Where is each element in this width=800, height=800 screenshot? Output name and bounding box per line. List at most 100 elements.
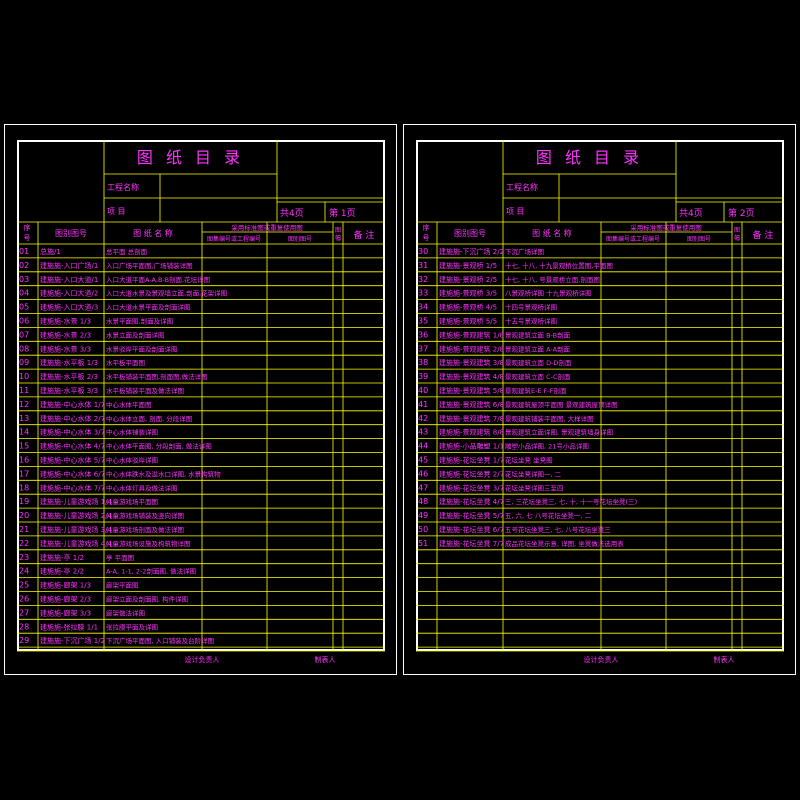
row-drawing-no: 建施施-儿童游戏场 2/4 [40,511,113,520]
row-drawing-no: 建施施-中心水体 3/7 [40,428,105,437]
row-drawing-no: 建施施-下沉广场 2/2 [439,247,504,256]
row-drawing-no: 建施施-中心水体 4/7 [40,442,105,451]
page-number: 第 1页 [329,207,356,219]
row-drawing-name: 下沉广场平面图, 入口铺装及台阶详图 [106,636,214,645]
page-number: 第 2页 [728,207,755,219]
row-drawing-name: 五号花坛坐凳三, 七, 八号花坛坐凳三 [505,525,611,534]
row-drawing-no: 建施施-儿童游戏场 1/4 [40,497,113,506]
row-drawing-name: 中心水体跌水及溢水口详图, 水景构筑物 [106,469,221,478]
row-seq: 39 [418,372,428,381]
right-sheet-frame [416,140,784,651]
row-seq: 36 [418,330,428,339]
row-seq: 33 [418,289,428,298]
row-drawing-no: 建施施-花坛坐凳 5/7 [439,511,504,520]
header-standard-group: 采用标准图或重复使用图 [231,223,303,232]
footer-designer: 设计负责人 [185,655,220,664]
row-drawing-name: 十四号景观桥详图 [505,303,557,312]
header-standard-group: 采用标准图或重复使用图 [630,223,702,232]
item-label: 项 目 [107,207,126,216]
row-drawing-no: 建施施-张拉膜 1/1 [40,622,98,631]
row-drawing-name: 雕塑小品详图, 21号小品详图 [505,442,589,451]
row-drawing-name: 入口大道平面A-A,B-B剖面,花坛详图 [106,275,210,284]
row-drawing-no: 建施施-花坛坐凳 3/7 [439,483,504,492]
row-drawing-name: 水景立面及剖面详图 [106,330,165,339]
row-drawing-no: 建施施-花坛坐凳 1/7 [439,456,504,465]
row-drawing-name: 儿童游戏场平面图 [106,497,158,506]
row-drawing-name: 水平板铺装平面及做法详图 [106,386,184,395]
row-drawing-name: 景观建筑立面 B-B剖面 [505,330,571,339]
row-drawing-name: 景观建筑屋顶平面图 景观建筑屋顶详图 [505,400,618,409]
row-drawing-no: 建施施-小品雕塑 1/1 [439,442,504,451]
header-std-no: 图别图号 [687,235,711,243]
header-std-name: 图集编号或工程编号 [207,235,261,243]
row-drawing-name: 儿童游戏场铺装及竖向详图 [106,511,184,520]
row-drawing-name: 廊架立面及剖面图, 构件详图 [106,595,188,604]
project-name-label: 工程名称 [506,182,538,192]
row-seq: 46 [418,469,428,478]
row-drawing-name: 儿童游戏场设施及构筑物详图 [106,539,191,548]
row-drawing-name: 张拉膜平面及详图 [106,622,158,631]
row-drawing-name: 下沉广场详图 [505,247,544,256]
item-label: 项 目 [506,207,525,216]
row-drawing-no: 建施施-廊架 3/3 [40,608,91,617]
row-drawing-no: 建施施-景观建筑 7/8 [439,414,504,423]
row-seq: 10 [19,372,29,381]
header-drawing-no: 图别图号 [55,229,87,238]
row-seq: 13 [19,414,29,423]
row-drawing-no: 建施施-景观建筑 6/8 [439,400,504,409]
row-drawing-name: 廊架做法详图 [106,608,145,617]
row-drawing-name: 成品花坛坐凳示意, 详图, 坐凳做法选用表 [505,539,624,548]
row-seq: 06 [19,317,29,326]
header-size-2: 幅 [734,234,740,242]
row-drawing-no: 建施施-水平板 3/3 [40,386,98,395]
catalog-title: 图 纸 目 录 [536,148,643,167]
row-drawing-no: 建施施-中心水体 1/7 [40,400,105,409]
row-drawing-no: 建施施-下沉广场 1/2 [40,636,105,645]
row-seq: 35 [418,317,428,326]
row-seq: 16 [19,456,29,465]
left-sheet-outer [4,124,397,675]
row-drawing-name: 景观建筑立面 A-A剖面 [505,344,571,353]
row-seq: 49 [418,511,428,520]
header-seq-2: 号 [423,234,430,242]
row-drawing-name: A-A, 1-1, 2-2剖面图, 做法详图 [106,567,196,576]
row-drawing-name: 廊架平面图 [106,581,139,590]
row-drawing-name: 景观建筑立面详图, 景观建筑墙身详图 [505,428,613,437]
row-drawing-no: 建施施-水景 1/3 [40,317,91,326]
row-seq: 03 [19,275,29,284]
row-drawing-name: 十七, 十八, 号景观桥立面,剖面图 [505,275,600,284]
row-drawing-no: 建施施-景观建筑 5/8 [439,386,504,395]
header-size: 图 [335,227,341,234]
row-drawing-no: 建施施-景观桥 4/5 [439,303,497,312]
row-drawing-no: 建施施-花坛坐凳 6/7 [439,525,504,534]
row-seq: 32 [418,275,428,284]
row-drawing-name: 入口大道水景平面及剖面详图 [106,303,191,312]
row-seq: 44 [418,442,428,451]
row-seq: 09 [19,358,29,367]
row-seq: 47 [418,483,428,492]
row-drawing-name: 水平板铺装平面图,剖面图,做法详图 [106,372,208,381]
row-drawing-no: 建施施-廊架 2/3 [40,595,91,604]
row-drawing-name: 十五号景观桥详图 [505,317,557,326]
row-seq: 43 [418,428,428,437]
row-drawing-name: 水景驳岸平面及剖面详图 [106,344,178,353]
header-drawing-no: 图别图号 [454,229,486,238]
header-seq-2: 号 [24,234,31,242]
row-drawing-name: 花坛坐凳详图一, 二 [505,469,562,478]
row-drawing-name: 景观建筑E-E F-F剖面 [505,386,567,395]
row-drawing-no: 建施施-水景 2/3 [40,330,91,339]
row-drawing-no: 建施施-亭 2/2 [40,567,84,576]
header-seq: 序 [24,223,31,232]
footer-preparer: 制表人 [714,655,735,664]
header-size-2: 幅 [335,234,341,242]
row-seq: 30 [418,247,428,256]
row-drawing-no: 建施施-亭 1/2 [40,553,84,562]
row-drawing-no: 建施施-儿童游戏场 4/4 [40,539,113,548]
row-seq: 04 [19,289,29,298]
row-drawing-name: 中心水体铺装详图 [106,428,158,437]
row-drawing-name: 景观建筑立面 D-D剖面 [505,358,572,367]
row-drawing-name: 景观建筑立面 C-C剖面 [505,372,571,381]
row-seq: 34 [418,303,428,312]
row-seq: 29 [19,636,29,645]
row-seq: 40 [418,386,428,395]
